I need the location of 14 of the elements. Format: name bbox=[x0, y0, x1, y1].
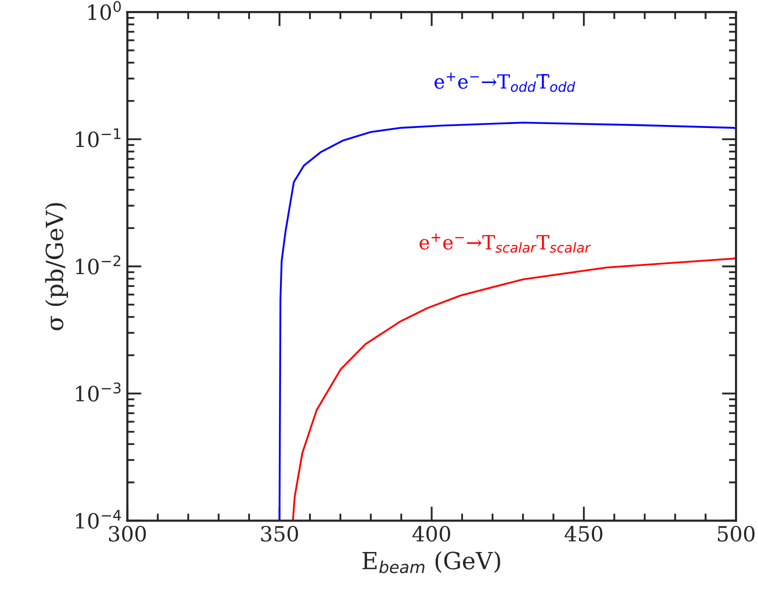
y-tick-label: 10$^{−2}$ bbox=[76, 255, 120, 274]
line-series bbox=[292, 257, 736, 521]
x-tick-label: 400 bbox=[412, 526, 450, 542]
y-tick-label: 10$^{−1}$ bbox=[76, 128, 120, 148]
y-tick-label: 10$^{0}$ bbox=[88, 1, 121, 20]
x-tick-label: 500 bbox=[718, 526, 755, 542]
series-label: e$^{+}$e$^{−}$→T$_{odd}$T̄$_{odd}$ bbox=[434, 72, 576, 92]
x-tick-label: 350 bbox=[261, 526, 298, 542]
x-tick-label: 450 bbox=[564, 526, 602, 542]
x-axis-title: E$_{beam}$ (GeV) bbox=[362, 551, 500, 574]
y-axis-title: σ (pb/GeV) bbox=[45, 203, 68, 330]
series-label: e$^{+}$e$^{−}$→T$_{scalar}$T$_{scalar}$ bbox=[420, 233, 591, 253]
y-tick-label: 10$^{−3}$ bbox=[76, 382, 121, 402]
line-series bbox=[278, 122, 736, 521]
